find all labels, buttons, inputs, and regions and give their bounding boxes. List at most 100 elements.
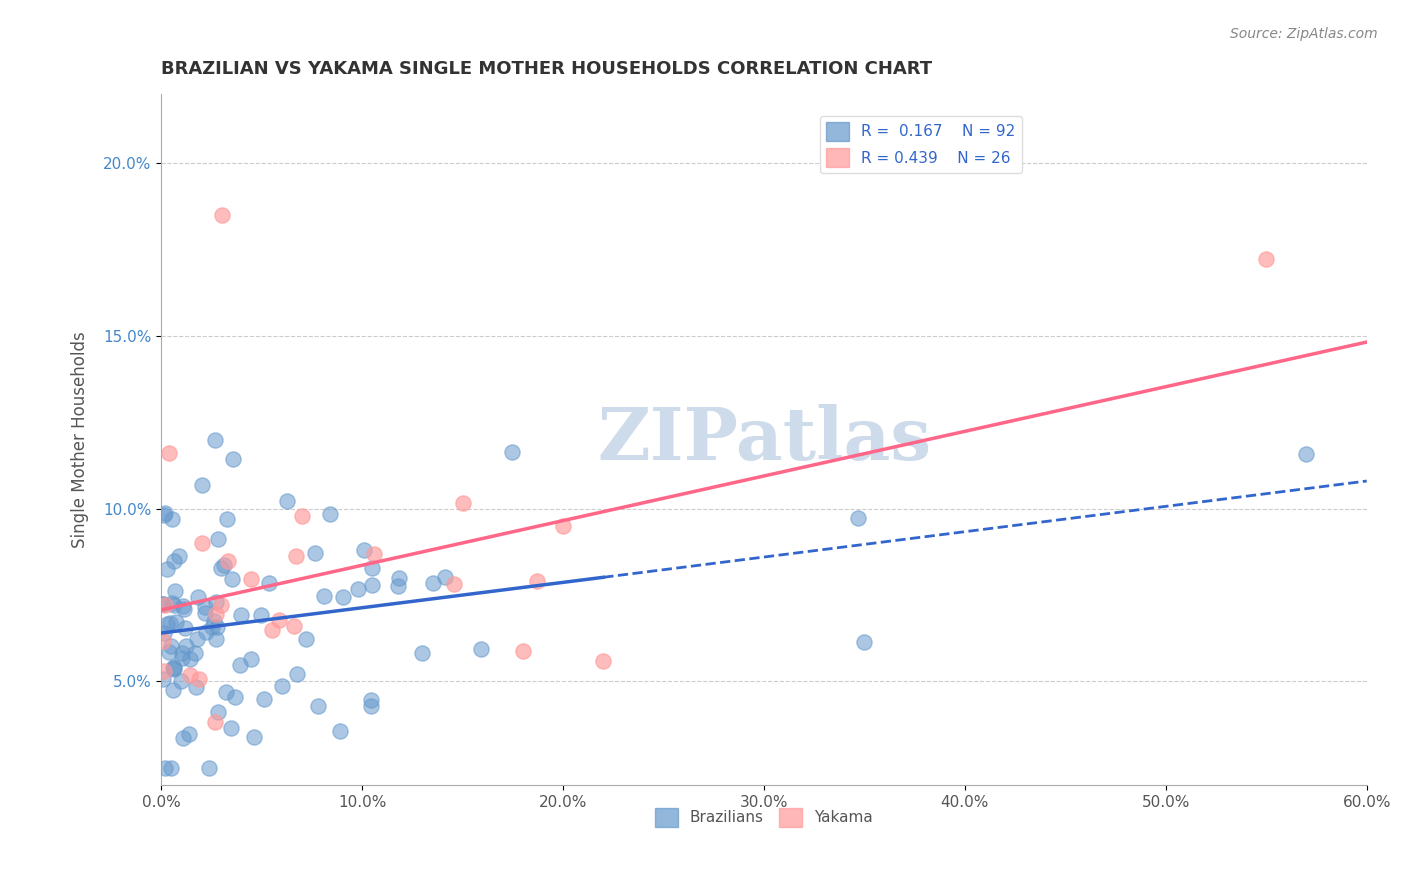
Brazilians (152, 672, 174, 686)
Brazilians (332, 590, 354, 604)
Brazilians (162, 512, 184, 526)
Brazilians (194, 599, 217, 614)
Yakama (217, 554, 239, 568)
Brazilians (347, 582, 370, 597)
Text: BRAZILIAN VS YAKAMA SINGLE MOTHER HOUSEHOLDS CORRELATION CHART: BRAZILIAN VS YAKAMA SINGLE MOTHER HOUSEH… (162, 60, 932, 78)
Brazilians (184, 646, 207, 660)
Brazilians (433, 570, 456, 584)
Brazilians (214, 558, 236, 572)
Brazilians (221, 572, 243, 586)
Brazilians (173, 602, 195, 616)
Yakama (512, 644, 534, 658)
Brazilians (174, 621, 197, 635)
Brazilians (387, 579, 409, 593)
Brazilians (191, 478, 214, 492)
Yakama (592, 654, 614, 668)
Brazilians (360, 699, 382, 714)
Brazilians (160, 640, 183, 654)
Yakama (290, 509, 312, 524)
Brazilians (160, 596, 183, 610)
Brazilians (243, 730, 266, 744)
Brazilians (156, 616, 179, 631)
Brazilians (250, 607, 273, 622)
Brazilians (170, 651, 193, 665)
Brazilians (152, 597, 174, 611)
Brazilians (205, 620, 228, 634)
Yakama (152, 633, 174, 648)
Yakama (188, 672, 211, 686)
Yakama (269, 613, 291, 627)
Brazilians (172, 599, 194, 614)
Brazilians (170, 674, 193, 689)
Y-axis label: Single Mother Households: Single Mother Households (72, 332, 89, 549)
Brazilians (501, 445, 523, 459)
Brazilians (163, 662, 186, 676)
Brazilians (172, 731, 194, 746)
Yakama (211, 208, 233, 222)
Yakama (157, 446, 180, 460)
Brazilians (257, 576, 280, 591)
Brazilians (159, 616, 181, 631)
Text: ZIPatlas: ZIPatlas (598, 404, 931, 475)
Yakama (179, 668, 201, 682)
Brazilians (201, 620, 224, 634)
Brazilians (307, 698, 329, 713)
Brazilians (253, 692, 276, 706)
Brazilians (209, 561, 232, 575)
Brazilians (155, 761, 177, 775)
Brazilians (329, 724, 352, 739)
Yakama (451, 496, 474, 510)
Brazilians (186, 680, 208, 694)
Legend: Brazilians, Yakama: Brazilians, Yakama (648, 802, 879, 833)
Brazilians (215, 685, 238, 699)
Brazilians (165, 615, 187, 629)
Brazilians (170, 646, 193, 660)
Brazilians (470, 641, 492, 656)
Brazilians (157, 645, 180, 659)
Brazilians (194, 606, 217, 620)
Brazilians (195, 624, 218, 639)
Yakama (204, 714, 226, 729)
Brazilians (169, 549, 191, 564)
Brazilians (162, 554, 184, 568)
Brazilians (229, 607, 252, 622)
Brazilians (187, 590, 209, 604)
Brazilians (153, 508, 176, 523)
Brazilians (207, 532, 229, 546)
Brazilians (205, 595, 228, 609)
Yakama (260, 623, 283, 637)
Brazilians (198, 761, 221, 775)
Brazilians (205, 632, 228, 647)
Brazilians (285, 667, 308, 681)
Brazilians (219, 721, 242, 735)
Yakama (152, 664, 174, 678)
Brazilians (179, 652, 201, 666)
Brazilians (204, 434, 226, 448)
Brazilians (388, 571, 411, 585)
Yakama (209, 598, 232, 612)
Brazilians (162, 660, 184, 674)
Brazilians (229, 657, 252, 672)
Brazilians (163, 584, 186, 599)
Brazilians (846, 510, 869, 524)
Yakama (285, 549, 308, 563)
Brazilians (207, 705, 229, 719)
Brazilians (240, 651, 263, 665)
Brazilians (319, 507, 342, 521)
Brazilians (152, 597, 174, 611)
Brazilians (353, 542, 375, 557)
Brazilians (295, 632, 318, 646)
Brazilians (162, 683, 184, 698)
Brazilians (411, 646, 433, 660)
Brazilians (221, 451, 243, 466)
Brazilians (1295, 447, 1317, 461)
Yakama (551, 518, 574, 533)
Yakama (283, 619, 305, 633)
Brazilians (314, 589, 336, 603)
Brazilians (304, 546, 326, 560)
Yakama (526, 574, 548, 588)
Brazilians (160, 761, 183, 775)
Brazilians (156, 562, 179, 576)
Brazilians (177, 727, 200, 741)
Yakama (153, 598, 176, 612)
